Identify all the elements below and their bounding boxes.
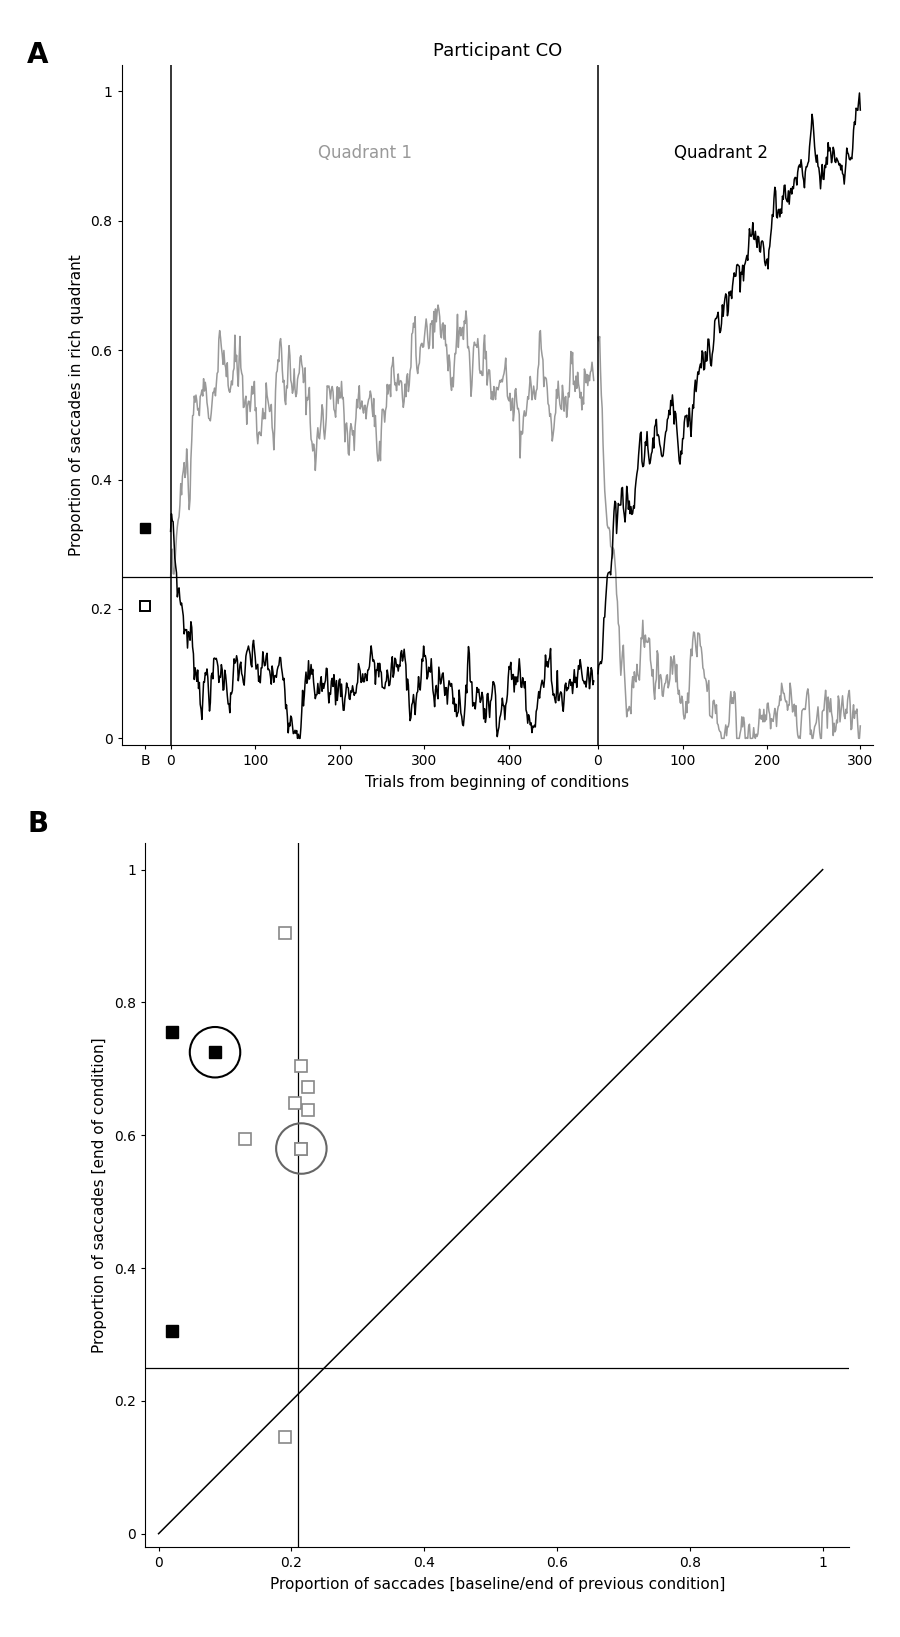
Y-axis label: Proportion of saccades in rich quadrant: Proportion of saccades in rich quadrant bbox=[68, 254, 84, 557]
Text: Quadrant 2: Quadrant 2 bbox=[674, 144, 768, 162]
Text: B: B bbox=[27, 810, 48, 838]
X-axis label: Trials from beginning of conditions: Trials from beginning of conditions bbox=[365, 774, 629, 789]
Text: A: A bbox=[27, 41, 49, 69]
Title: Participant CO: Participant CO bbox=[433, 43, 562, 61]
X-axis label: Proportion of saccades [baseline/end of previous condition]: Proportion of saccades [baseline/end of … bbox=[270, 1576, 725, 1591]
Y-axis label: Proportion of saccades [end of condition]: Proportion of saccades [end of condition… bbox=[93, 1038, 107, 1352]
Text: Quadrant 1: Quadrant 1 bbox=[319, 144, 412, 162]
